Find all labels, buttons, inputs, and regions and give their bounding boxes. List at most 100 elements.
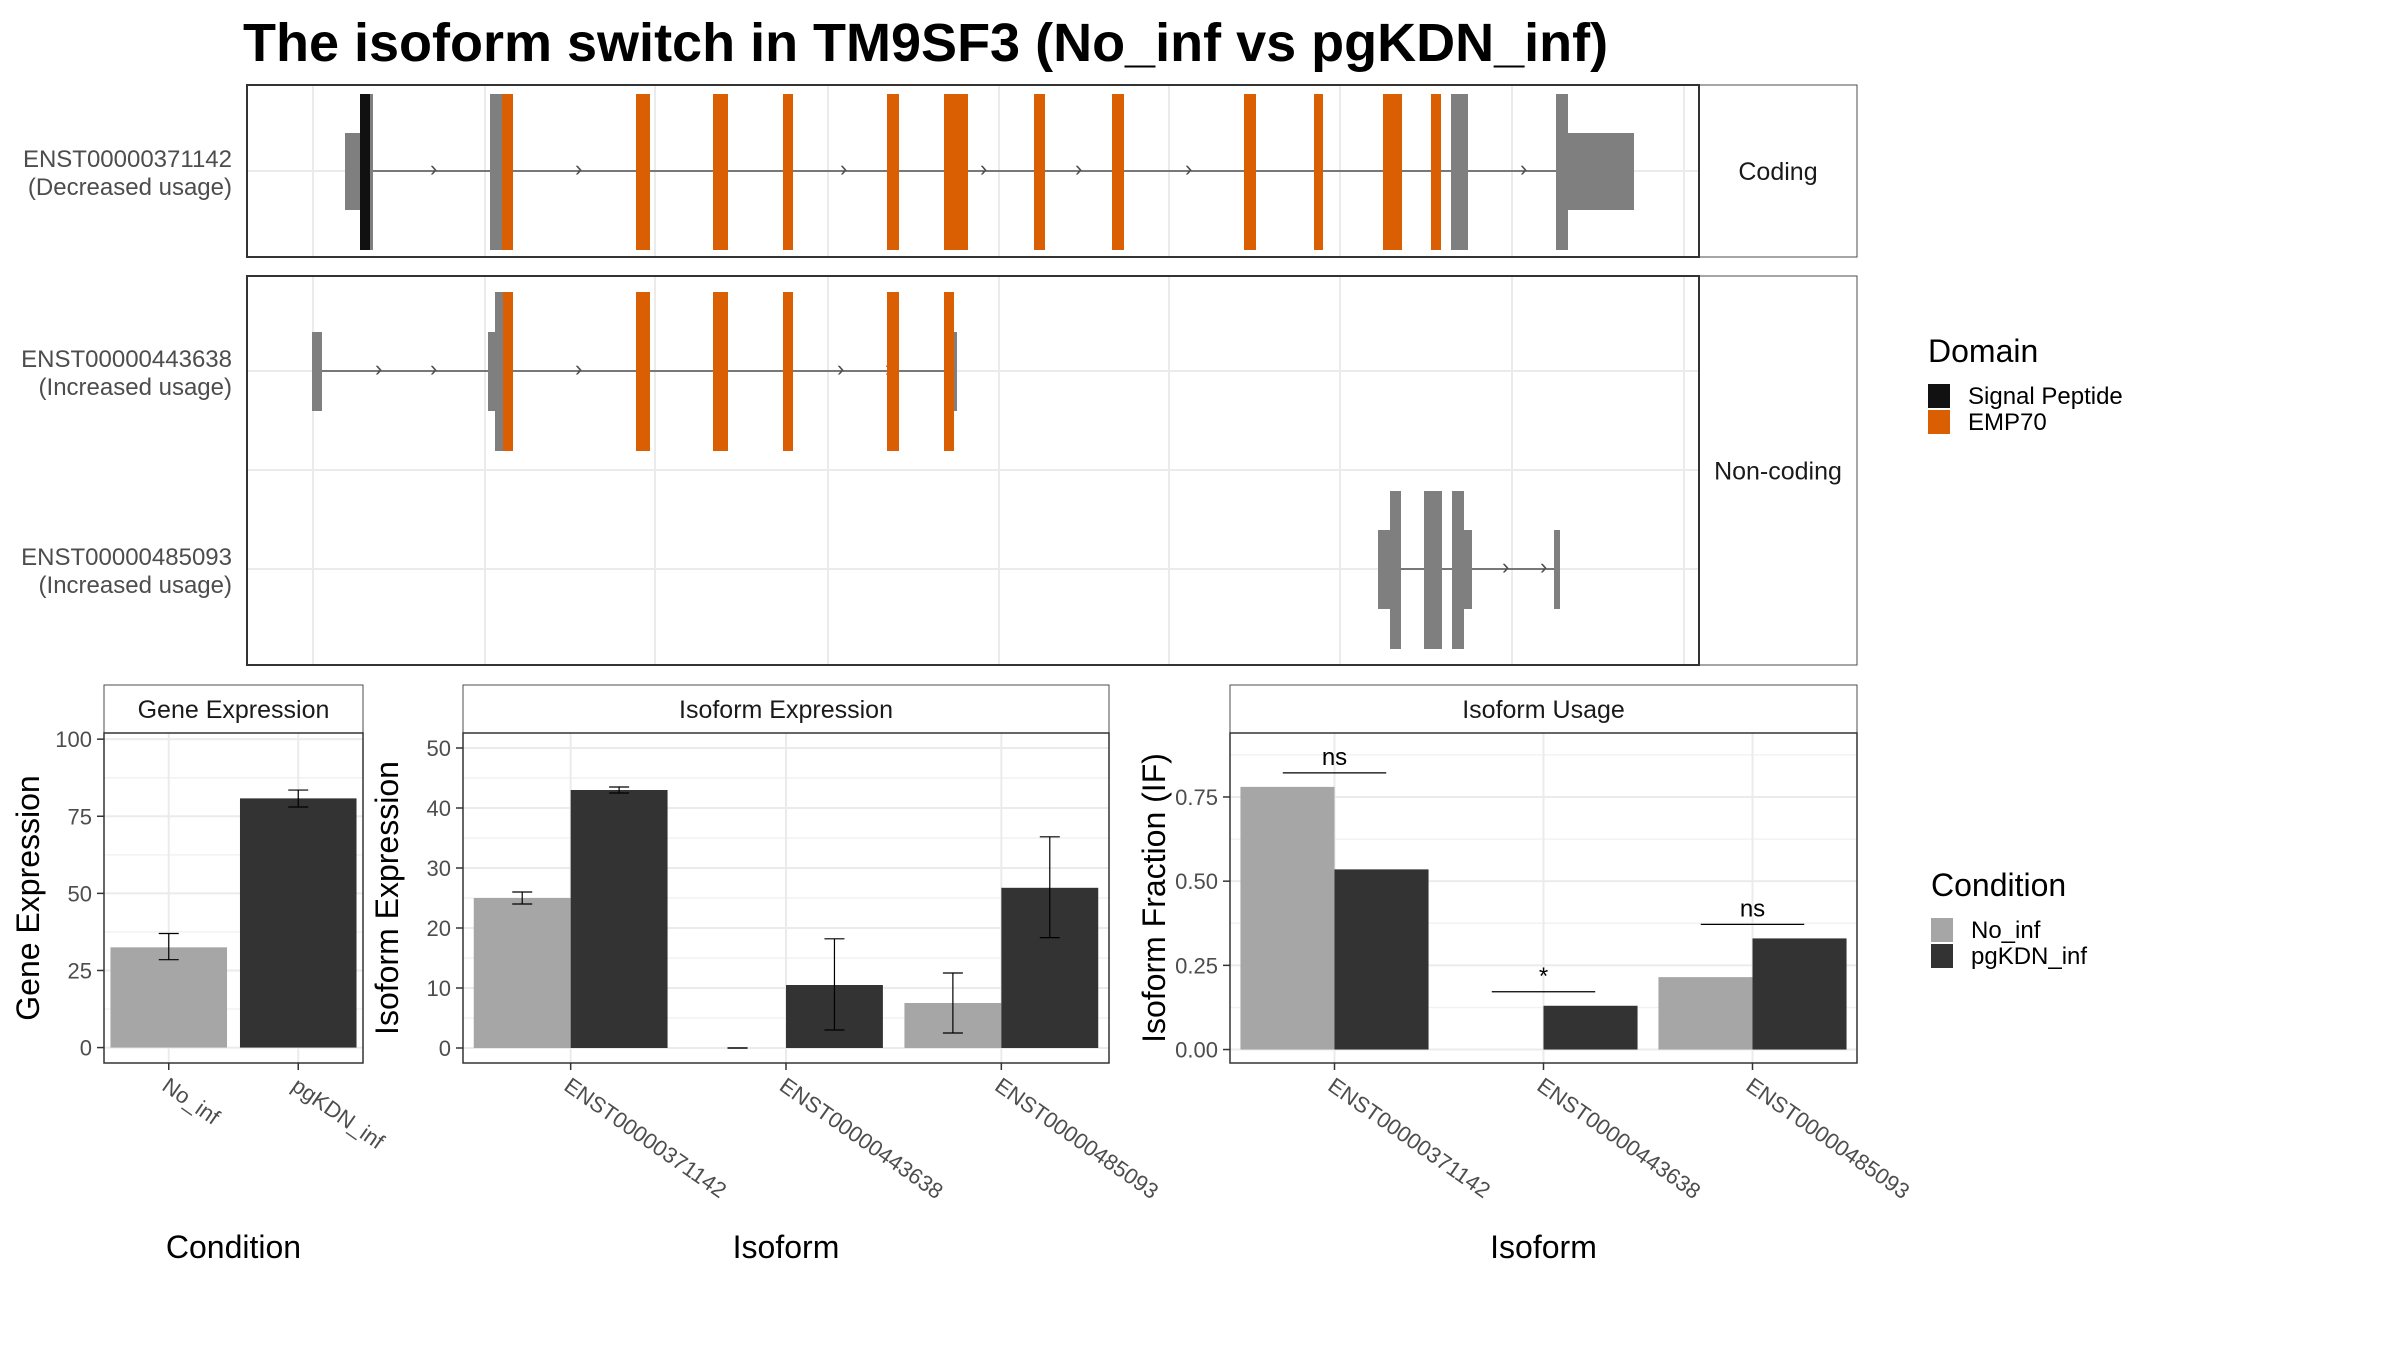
emp70-exon bbox=[1244, 94, 1256, 250]
emp70-exon bbox=[887, 94, 899, 250]
y-tick-label: 50 bbox=[68, 881, 92, 906]
transcript-id-label: ENST00000485093 bbox=[21, 544, 232, 571]
y-tick-label: 100 bbox=[55, 727, 92, 752]
emp70-exon bbox=[1112, 94, 1124, 250]
y-tick-label: 0.25 bbox=[1175, 953, 1218, 978]
emp70-exon bbox=[636, 292, 650, 451]
significance-label: * bbox=[1539, 963, 1548, 990]
chart-panel-border bbox=[103, 732, 364, 1064]
intron-arrow: › bbox=[980, 156, 987, 181]
chart-panel-border bbox=[462, 732, 1110, 1064]
significance-label: ns bbox=[1322, 744, 1347, 771]
y-tick-label: 30 bbox=[427, 856, 451, 881]
intron-arrow: › bbox=[840, 156, 847, 181]
intron-arrow: › bbox=[1540, 554, 1547, 579]
y-tick-label: 0.75 bbox=[1175, 785, 1218, 810]
domain-legend-label: EMP70 bbox=[1968, 409, 2047, 436]
domain-legend-swatch bbox=[1928, 410, 1950, 434]
emp70-exon bbox=[1431, 94, 1441, 250]
emp70-exon bbox=[713, 94, 728, 250]
y-tick-label: 10 bbox=[427, 976, 451, 1001]
y-tick-label: 40 bbox=[427, 796, 451, 821]
x-tick-label: ENST00000443638 bbox=[1533, 1073, 1706, 1204]
bar bbox=[239, 798, 357, 1048]
exon-block bbox=[1556, 94, 1568, 250]
y-tick-label: 0.50 bbox=[1175, 869, 1218, 894]
utr-exon bbox=[1378, 530, 1390, 609]
utr-exon bbox=[1464, 530, 1472, 609]
utr-exon bbox=[1554, 530, 1560, 609]
x-tick-label: ENST00000371142 bbox=[1324, 1073, 1495, 1203]
bar bbox=[1240, 786, 1335, 1050]
emp70-exon bbox=[783, 94, 793, 250]
emp70-exon bbox=[713, 292, 728, 451]
utr-exon bbox=[488, 332, 495, 411]
chart-panel-border bbox=[1229, 732, 1858, 1064]
facet-label-noncoding: Non-coding bbox=[1714, 458, 1842, 486]
bar bbox=[1658, 977, 1753, 1050]
transcript-id-label: ENST00000443638 bbox=[21, 346, 232, 373]
x-tick-label: ENST00000371142 bbox=[560, 1073, 731, 1203]
emp70-exon bbox=[636, 94, 650, 250]
emp70-exon bbox=[503, 292, 513, 451]
condition-legend-swatch bbox=[1931, 944, 1953, 968]
emp70-exon bbox=[1034, 94, 1045, 250]
emp70-exon bbox=[502, 94, 513, 250]
x-axis-title: Isoform bbox=[733, 1229, 840, 1265]
x-tick-label: pgKDN_inf bbox=[287, 1073, 389, 1155]
intron-arrow: › bbox=[430, 356, 437, 381]
intron-arrow: › bbox=[375, 356, 382, 381]
facet-strip bbox=[1698, 275, 1858, 666]
facet-label-coding: Coding bbox=[1738, 158, 1817, 186]
transcript-usage-label: (Decreased usage) bbox=[28, 174, 232, 201]
y-axis-title: Isoform Fraction (IF) bbox=[1136, 753, 1172, 1043]
track-panel-border bbox=[246, 84, 1700, 258]
x-tick-label: ENST00000485093 bbox=[1742, 1073, 1915, 1204]
utr-exon bbox=[954, 332, 957, 411]
intron-arrow: › bbox=[1075, 156, 1082, 181]
track-panel-border bbox=[246, 275, 1700, 666]
y-axis-title: Isoform Expression bbox=[369, 761, 405, 1035]
exon-block bbox=[1452, 491, 1464, 649]
domain-legend-title: Domain bbox=[1928, 333, 2038, 369]
figure-title: The isoform switch in TM9SF3 (No_inf vs … bbox=[243, 13, 1609, 73]
x-axis-title: Isoform bbox=[1490, 1229, 1597, 1265]
condition-legend-label: pgKDN_inf bbox=[1971, 943, 2087, 970]
transcript-usage-label: (Increased usage) bbox=[39, 374, 232, 401]
emp70-exon bbox=[944, 94, 968, 250]
intron-arrow: › bbox=[1185, 156, 1192, 181]
intron-arrow: › bbox=[430, 156, 437, 181]
exon-block bbox=[1390, 491, 1401, 649]
chart-strip bbox=[1229, 684, 1858, 734]
x-tick-label: ENST00000443638 bbox=[775, 1073, 948, 1204]
exon-block bbox=[1451, 94, 1468, 250]
intron-arrow: › bbox=[837, 356, 844, 381]
y-tick-label: 0 bbox=[439, 1036, 451, 1061]
emp70-exon bbox=[887, 292, 899, 451]
emp70-exon bbox=[1383, 94, 1402, 250]
exon-block bbox=[495, 292, 503, 451]
x-tick-label: ENST00000485093 bbox=[990, 1073, 1163, 1204]
bar bbox=[1334, 869, 1429, 1050]
transcript-id-label: ENST00000371142 bbox=[23, 146, 232, 173]
figure-title-container: The isoform switch in TM9SF3 (No_inf vs … bbox=[243, 8, 1608, 78]
y-tick-label: 50 bbox=[427, 736, 451, 761]
chart-strip-title: Isoform Expression bbox=[679, 696, 893, 724]
y-tick-label: 25 bbox=[68, 958, 92, 983]
emp70-exon bbox=[944, 292, 954, 451]
chart-strip bbox=[103, 684, 364, 734]
bar bbox=[570, 790, 668, 1048]
y-tick-label: 75 bbox=[68, 804, 92, 829]
domain-legend-swatch bbox=[1928, 384, 1950, 408]
condition-legend-swatch bbox=[1931, 918, 1953, 942]
intron-arrow: › bbox=[1520, 156, 1527, 181]
condition-legend-label: No_inf bbox=[1971, 917, 2041, 944]
bar bbox=[1543, 1005, 1638, 1050]
y-axis-title: Gene Expression bbox=[10, 775, 46, 1020]
y-tick-label: 20 bbox=[427, 916, 451, 941]
chart-strip-title: Gene Expression bbox=[138, 696, 330, 724]
intron-arrow: › bbox=[575, 356, 582, 381]
emp70-exon bbox=[783, 292, 793, 451]
signal-peptide-exon bbox=[360, 94, 370, 250]
bar bbox=[473, 898, 571, 1048]
